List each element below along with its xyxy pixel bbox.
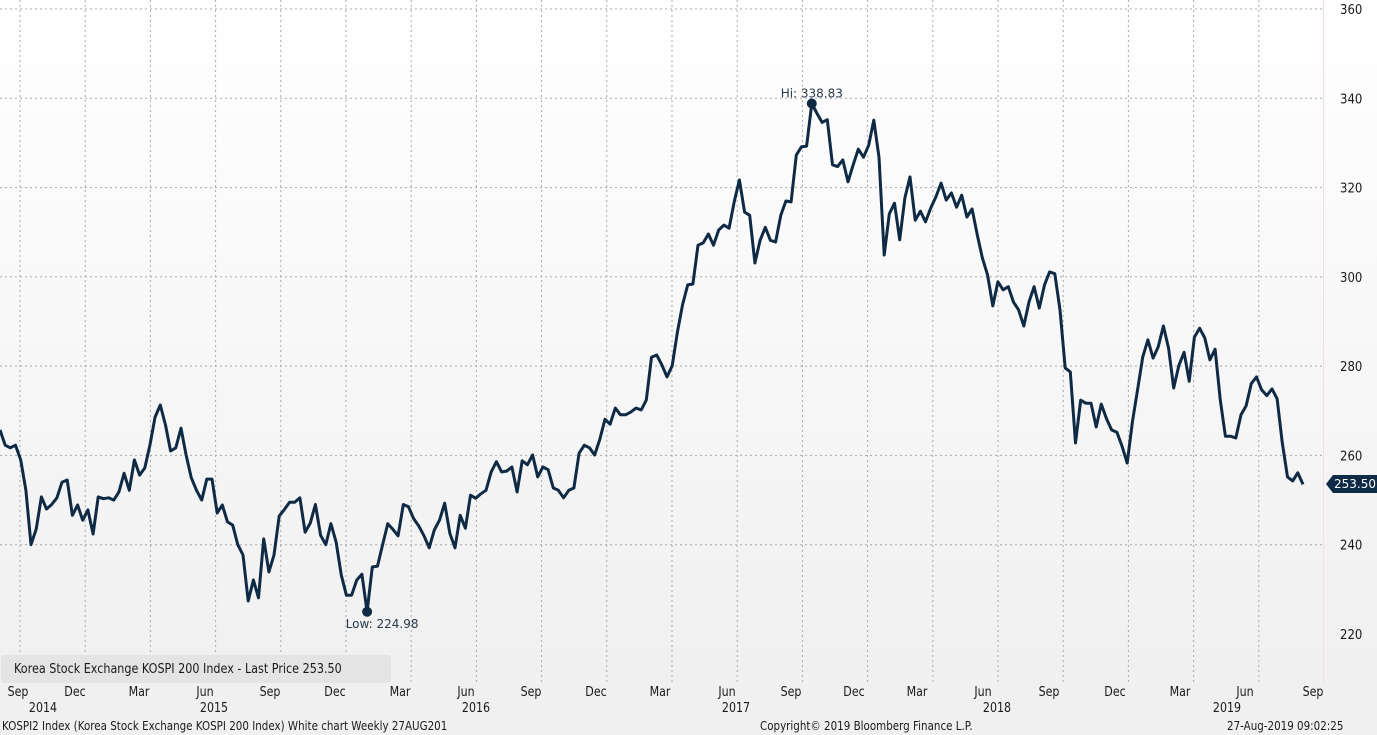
footer-timestamp: 27-Aug-2019 09:02:25 [1227, 719, 1344, 733]
series-line-kospi200 [0, 102, 1305, 614]
x-tick-label: Jun [1236, 685, 1254, 700]
x-tick-label: Dec [843, 685, 865, 700]
x-tick-label: Jun [196, 685, 214, 700]
x-tick-label: Sep [1038, 685, 1060, 700]
legend-label: Korea Stock Exchange KOSPI 200 Index - L… [14, 661, 342, 677]
x-tick-label: Mar [649, 685, 671, 700]
x-year-label: 2015 [199, 701, 229, 716]
x-tick-label: Jun [718, 685, 736, 700]
legend: Korea Stock Exchange KOSPI 200 Index - L… [1, 655, 391, 683]
y-tick-label: 320 [1340, 182, 1362, 197]
y-axis-panel [1323, 0, 1377, 683]
y-tick-label: 300 [1340, 271, 1362, 286]
high-label: Hi: 338.83 [781, 87, 843, 101]
x-tick-label: Dec [1104, 685, 1126, 700]
y-tick-label: 220 [1340, 628, 1362, 643]
x-tick-label: Sep [520, 685, 542, 700]
x-year-label: 2019 [1212, 701, 1242, 716]
x-tick-label: Jun [974, 685, 992, 700]
x-year-label: 2018 [982, 701, 1012, 716]
plot-area [0, 0, 1323, 683]
y-tick-label: 260 [1340, 449, 1362, 464]
x-tick-label: Sep [780, 685, 802, 700]
x-year-label: 2016 [461, 701, 491, 716]
y-tick-label: 360 [1340, 3, 1362, 18]
x-tick-label: Mar [1169, 685, 1191, 700]
x-tick-label: Jun [457, 685, 475, 700]
x-tick-label: Mar [389, 685, 411, 700]
x-year-label: 2014 [28, 701, 58, 716]
last-price-tag: 253.50 [1326, 475, 1377, 494]
footer-copyright: Copyright© 2019 Bloomberg Finance L.P. [760, 719, 973, 733]
x-tick-label: Sep [1302, 685, 1324, 700]
y-tick-label: 340 [1340, 92, 1362, 107]
y-tick-label: 240 [1340, 539, 1362, 554]
x-tick-label: Dec [64, 685, 86, 700]
y-tick-label: 280 [1340, 360, 1362, 375]
x-tick-label: Mar [128, 685, 150, 700]
x-tick-label: Sep [7, 685, 29, 700]
x-tick-label: Sep [259, 685, 281, 700]
x-tick-label: Mar [906, 685, 928, 700]
high-marker [806, 98, 817, 109]
low-marker [362, 606, 373, 617]
low-label: Low: 224.98 [346, 617, 419, 631]
footer-ticker-info: KOSPI2 Index (Korea Stock Exchange KOSPI… [2, 719, 448, 733]
x-tick-label: Dec [324, 685, 346, 700]
x-year-label: 2017 [721, 701, 751, 716]
x-tick-label: Dec [585, 685, 607, 700]
